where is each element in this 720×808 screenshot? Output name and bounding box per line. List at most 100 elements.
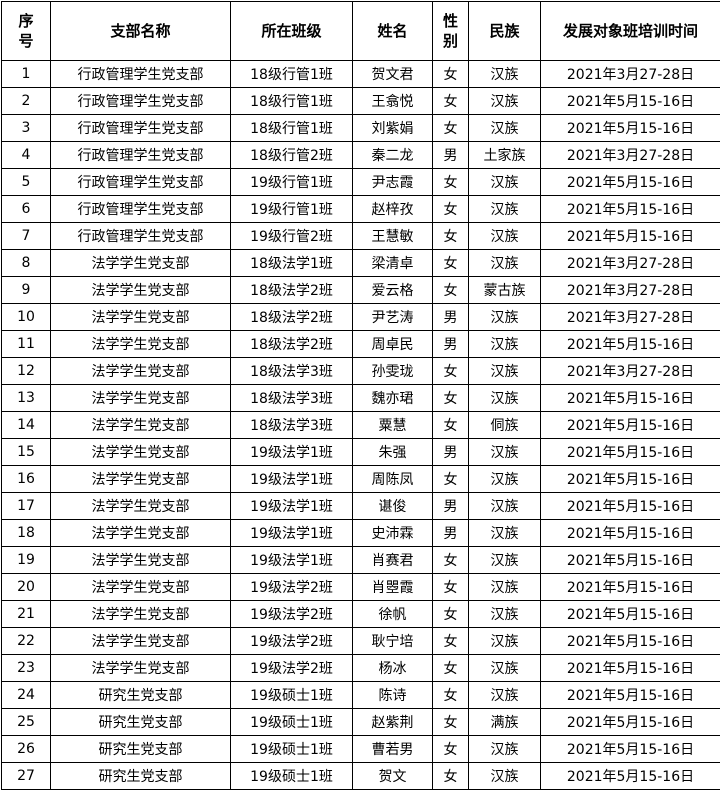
cell-name: 耿宁培 [353, 628, 433, 655]
cell-gender: 男 [433, 439, 469, 466]
cell-training-time: 2021年3月27-28日 [541, 304, 720, 331]
cell-branch: 法学学生党支部 [51, 304, 231, 331]
cell-branch: 行政管理学生党支部 [51, 61, 231, 88]
cell-ethnicity: 汉族 [469, 169, 541, 196]
cell-class: 19级法学2班 [231, 628, 353, 655]
cell-ethnicity: 汉族 [469, 547, 541, 574]
cell-class: 18级法学1班 [231, 250, 353, 277]
cell-training-time: 2021年3月27-28日 [541, 277, 720, 304]
cell-training-time: 2021年3月27-28日 [541, 61, 720, 88]
cell-index: 9 [2, 277, 51, 304]
cell-index: 16 [2, 466, 51, 493]
cell-name: 徐帆 [353, 601, 433, 628]
cell-index: 7 [2, 223, 51, 250]
cell-ethnicity: 汉族 [469, 358, 541, 385]
cell-training-time: 2021年5月15-16日 [541, 628, 720, 655]
cell-ethnicity: 汉族 [469, 520, 541, 547]
cell-index: 1 [2, 61, 51, 88]
cell-name: 赵紫荆 [353, 709, 433, 736]
cell-ethnicity: 汉族 [469, 223, 541, 250]
cell-gender: 女 [433, 169, 469, 196]
cell-branch: 行政管理学生党支部 [51, 88, 231, 115]
cell-gender: 女 [433, 115, 469, 142]
cell-ethnicity: 汉族 [469, 655, 541, 682]
cell-ethnicity: 汉族 [469, 439, 541, 466]
cell-gender: 女 [433, 196, 469, 223]
cell-branch: 研究生党支部 [51, 736, 231, 763]
cell-branch: 法学学生党支部 [51, 250, 231, 277]
header-training-time: 发展对象班培训时间 [541, 2, 720, 61]
cell-training-time: 2021年5月15-16日 [541, 331, 720, 358]
cell-gender: 女 [433, 682, 469, 709]
cell-training-time: 2021年5月15-16日 [541, 412, 720, 439]
cell-class: 18级法学2班 [231, 331, 353, 358]
cell-gender: 女 [433, 250, 469, 277]
cell-index: 23 [2, 655, 51, 682]
cell-ethnicity: 汉族 [469, 196, 541, 223]
cell-index: 5 [2, 169, 51, 196]
cell-training-time: 2021年5月15-16日 [541, 466, 720, 493]
cell-gender: 女 [433, 709, 469, 736]
cell-gender: 女 [433, 358, 469, 385]
cell-training-time: 2021年5月15-16日 [541, 682, 720, 709]
cell-gender: 女 [433, 223, 469, 250]
cell-index: 18 [2, 520, 51, 547]
cell-index: 11 [2, 331, 51, 358]
cell-gender: 女 [433, 628, 469, 655]
cell-branch: 法学学生党支部 [51, 601, 231, 628]
cell-name: 肖赛君 [353, 547, 433, 574]
cell-training-time: 2021年3月27-28日 [541, 358, 720, 385]
cell-training-time: 2021年5月15-16日 [541, 655, 720, 682]
cell-ethnicity: 汉族 [469, 493, 541, 520]
cell-name: 史沛霖 [353, 520, 433, 547]
cell-name: 陈诗 [353, 682, 433, 709]
cell-gender: 女 [433, 466, 469, 493]
cell-branch: 法学学生党支部 [51, 277, 231, 304]
cell-branch: 法学学生党支部 [51, 628, 231, 655]
cell-class: 19级法学1班 [231, 466, 353, 493]
cell-branch: 行政管理学生党支部 [51, 115, 231, 142]
cell-ethnicity: 汉族 [469, 574, 541, 601]
cell-ethnicity: 汉族 [469, 628, 541, 655]
cell-name: 爱云格 [353, 277, 433, 304]
cell-branch: 研究生党支部 [51, 709, 231, 736]
cell-class: 18级法学3班 [231, 358, 353, 385]
cell-ethnicity: 汉族 [469, 763, 541, 790]
cell-ethnicity: 汉族 [469, 61, 541, 88]
cell-branch: 法学学生党支部 [51, 466, 231, 493]
header-gender: 性别 [433, 2, 469, 61]
cell-branch: 法学学生党支部 [51, 547, 231, 574]
cell-training-time: 2021年5月15-16日 [541, 385, 720, 412]
cell-gender: 女 [433, 574, 469, 601]
cell-ethnicity: 汉族 [469, 250, 541, 277]
cell-index: 25 [2, 709, 51, 736]
cell-branch: 研究生党支部 [51, 763, 231, 790]
cell-name: 周陈凤 [353, 466, 433, 493]
cell-class: 19级行管2班 [231, 223, 353, 250]
cell-training-time: 2021年5月15-16日 [541, 196, 720, 223]
cell-index: 10 [2, 304, 51, 331]
cell-name: 贺文 [353, 763, 433, 790]
cell-index: 4 [2, 142, 51, 169]
cell-class: 18级行管1班 [231, 61, 353, 88]
cell-class: 19级硕士1班 [231, 709, 353, 736]
cell-gender: 男 [433, 520, 469, 547]
cell-gender: 女 [433, 412, 469, 439]
cell-branch: 行政管理学生党支部 [51, 196, 231, 223]
cell-gender: 女 [433, 88, 469, 115]
cell-training-time: 2021年5月15-16日 [541, 709, 720, 736]
cell-class: 18级行管2班 [231, 142, 353, 169]
cell-gender: 女 [433, 61, 469, 88]
